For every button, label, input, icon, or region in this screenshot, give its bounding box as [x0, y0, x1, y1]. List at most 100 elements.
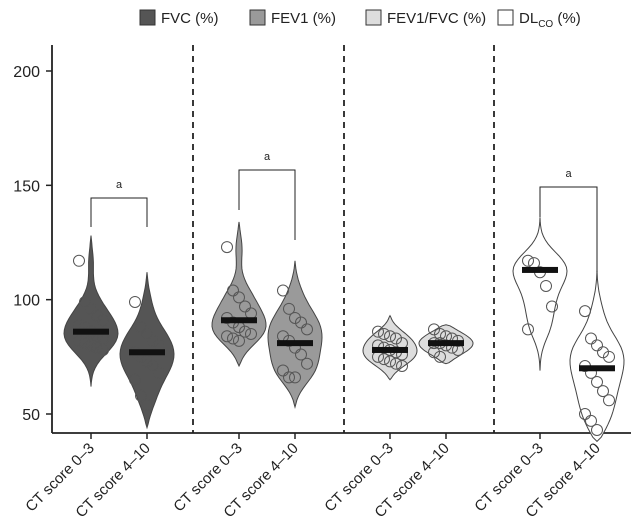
- violin-body: [267, 260, 323, 409]
- data-point: [129, 373, 141, 386]
- data-point: [372, 325, 384, 338]
- data-point: [283, 302, 295, 315]
- data-point: [301, 323, 313, 336]
- y-tick-label: 50: [22, 407, 40, 424]
- legend-label: FEV1/FVC (%): [387, 10, 486, 27]
- data-point: [233, 291, 245, 304]
- bracket-line: [539, 186, 598, 272]
- data-point: [221, 330, 233, 343]
- median-bar: [522, 266, 558, 273]
- median-bar: [428, 340, 464, 347]
- legend-item-fev1: FEV1 (%): [249, 9, 336, 27]
- data-point: [597, 346, 609, 359]
- median-bar: [129, 349, 165, 356]
- legend-swatch: [139, 9, 156, 26]
- data-point: [603, 350, 615, 363]
- legend-item-ratio: FEV1/FVC (%): [365, 9, 486, 27]
- data-point: [428, 346, 440, 359]
- data-point: [147, 359, 159, 372]
- data-point: [91, 341, 103, 354]
- data-point: [245, 327, 257, 340]
- data-point: [597, 385, 609, 398]
- violin-body: [63, 235, 119, 387]
- data-point: [135, 389, 147, 402]
- data-point: [378, 353, 390, 366]
- data-point: [91, 309, 103, 322]
- data-point: [85, 302, 97, 315]
- data-point: [239, 300, 251, 313]
- data-point: [135, 321, 147, 334]
- data-point: [301, 357, 313, 370]
- bracket-label: a: [264, 151, 271, 163]
- median-bar: [221, 317, 257, 324]
- annotations: a a a: [90, 151, 598, 272]
- data-point: [289, 371, 301, 384]
- violin-body: [569, 269, 625, 443]
- median-bar: [73, 328, 109, 335]
- data-point: [73, 254, 85, 267]
- bracket-label: a: [565, 168, 572, 180]
- data-point: [277, 284, 289, 297]
- data-point: [390, 332, 402, 345]
- bracket-line: [238, 169, 296, 240]
- y-tick-label: 100: [13, 293, 40, 310]
- data-point: [522, 254, 534, 267]
- data-point: [579, 408, 591, 420]
- bracket-label: a: [116, 179, 123, 191]
- legend-item-dlco: DLCO (%): [497, 9, 581, 30]
- legend: FVC (%) FEV1 (%) FEV1/FVC (%) DLCO (%): [139, 9, 581, 30]
- violin: [362, 314, 418, 381]
- data-point: [591, 339, 603, 352]
- legend-item-fvc: FVC (%): [139, 9, 219, 27]
- data-point: [129, 295, 141, 308]
- data-point: [239, 325, 251, 338]
- data-point: [295, 348, 307, 361]
- data-point: [579, 305, 591, 318]
- y-tick-label: 150: [13, 178, 40, 195]
- violin: [512, 217, 568, 371]
- legend-swatch: [249, 9, 266, 26]
- data-point: [79, 337, 91, 350]
- significance-bracket: a: [539, 168, 598, 272]
- data-point: [227, 284, 239, 297]
- violin: [63, 235, 119, 387]
- legend-swatch: [365, 9, 382, 26]
- data-point: [434, 350, 446, 363]
- violin: [418, 323, 474, 365]
- data-point: [97, 343, 109, 356]
- violin: [211, 221, 267, 368]
- data-point: [585, 332, 597, 345]
- violin: [267, 260, 323, 409]
- data-point: [79, 295, 91, 308]
- data-point: [233, 334, 245, 347]
- violin: [119, 272, 175, 430]
- data-point: [591, 375, 603, 388]
- bracket-line: [90, 197, 148, 227]
- data-point: [221, 241, 233, 254]
- data-point: [522, 323, 534, 336]
- data-point: [141, 327, 153, 340]
- data-point: [295, 316, 307, 329]
- data-point: [227, 332, 239, 345]
- data-point: [141, 398, 153, 411]
- median-bar: [277, 340, 313, 347]
- data-point: [73, 334, 85, 347]
- data-point: [147, 334, 159, 347]
- data-point: [396, 359, 408, 372]
- data-point: [390, 357, 402, 370]
- median-bar: [372, 346, 408, 353]
- median-bar: [579, 365, 615, 372]
- data-point: [540, 279, 552, 292]
- data-point: [141, 355, 153, 368]
- data-point: [384, 330, 396, 343]
- violin: [569, 269, 625, 443]
- data-point: [378, 327, 390, 340]
- violin-body: [211, 221, 267, 368]
- violin-body: [512, 217, 568, 371]
- data-point: [591, 424, 603, 437]
- data-point: [283, 371, 295, 384]
- data-point: [546, 300, 558, 313]
- data-point: [277, 364, 289, 377]
- violins: [63, 217, 625, 443]
